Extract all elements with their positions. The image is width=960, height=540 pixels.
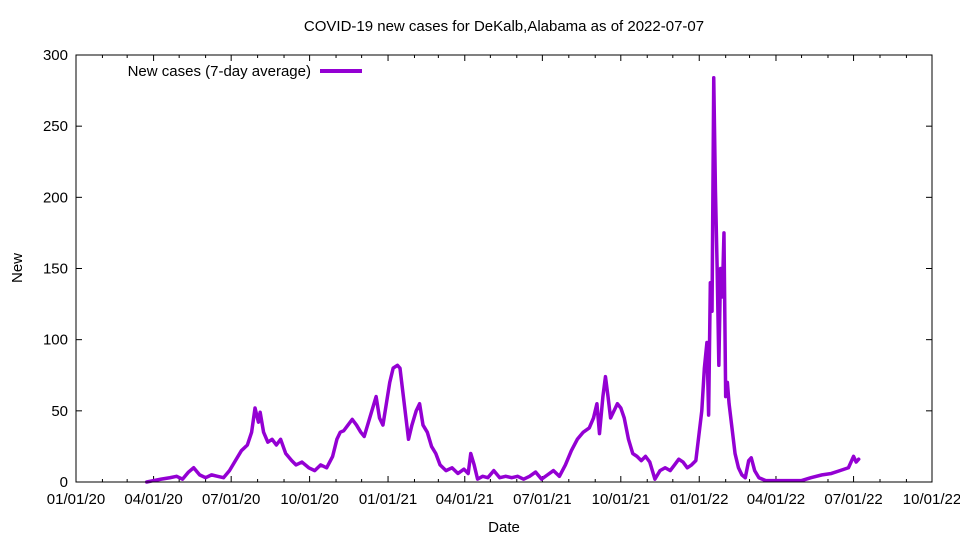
y-tick-label: 250 — [43, 118, 68, 135]
legend: New cases (7-day average) — [128, 63, 362, 80]
x-tick-label: 01/01/20 — [47, 491, 105, 508]
x-axis-label: Date — [488, 519, 520, 536]
x-tick-label: 01/01/21 — [359, 491, 417, 508]
y-tick-label: 300 — [43, 47, 68, 64]
chart-title: COVID-19 new cases for DeKalb,Alabama as… — [304, 18, 704, 35]
y-tick-label: 50 — [51, 403, 68, 420]
x-tick-label: 10/01/20 — [280, 491, 338, 508]
x-tick-label: 10/01/22 — [903, 491, 960, 508]
x-tick-label: 04/01/21 — [436, 491, 494, 508]
series-layer — [145, 76, 861, 484]
x-tick-label: 10/01/21 — [592, 491, 650, 508]
series-line — [145, 76, 861, 484]
x-tick-label: 04/01/22 — [747, 491, 805, 508]
legend-label: New cases (7-day average) — [128, 63, 311, 80]
y-tick-label: 200 — [43, 189, 68, 206]
x-tick-label: 04/01/20 — [124, 491, 182, 508]
y-tick-label: 150 — [43, 261, 68, 278]
x-tick-label: 01/01/22 — [670, 491, 728, 508]
y-axis-label: New — [9, 253, 26, 283]
y-tick-label: 100 — [43, 332, 68, 349]
x-tick-label: 07/01/21 — [513, 491, 571, 508]
x-tick-label: 07/01/22 — [824, 491, 882, 508]
plot-frame — [75, 54, 933, 483]
x-tick-label: 07/01/20 — [202, 491, 260, 508]
axes-layer: 0 50 100 150 200 250 300 01/01/20 04/01/20 07/01/… — [43, 47, 960, 508]
y-tick-label: 0 — [60, 474, 68, 491]
